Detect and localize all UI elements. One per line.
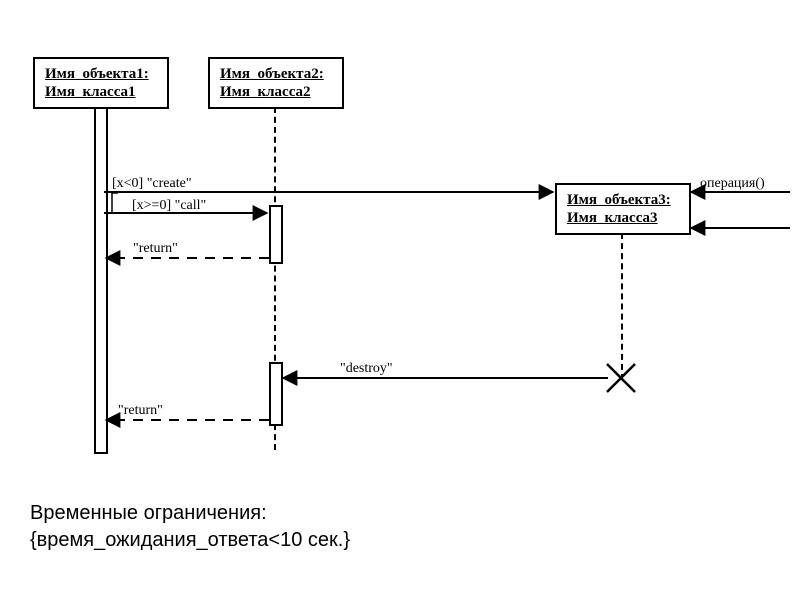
msg-return2-label: "return" bbox=[118, 403, 163, 419]
object-box-2: Имя_объекта2: Имя_класса2 bbox=[208, 57, 344, 109]
activation-obj2-a bbox=[269, 205, 283, 264]
object3-name: Имя_объекта3: bbox=[567, 192, 671, 208]
caption-line2: {время_ожидания_ответа<10 сек.} bbox=[30, 529, 350, 551]
object1-name: Имя_объекта1: bbox=[45, 66, 149, 82]
msg-call-label: [x>=0] "call" bbox=[132, 198, 206, 214]
activation-obj1 bbox=[94, 107, 108, 454]
object1-class: Имя_класса1 bbox=[45, 84, 136, 100]
object2-class: Имя_класса2 bbox=[220, 84, 311, 100]
msg-destroy-label: "destroy" bbox=[340, 361, 393, 377]
activation-obj2-b bbox=[269, 362, 283, 426]
object-box-3: Имя_объекта3: Имя_класса3 bbox=[555, 183, 691, 235]
caption-line1: Временные ограничения: bbox=[30, 502, 267, 524]
msg-operation-label: операция() bbox=[700, 176, 765, 192]
caption: Временные ограничения: {время_ожидания_о… bbox=[30, 500, 350, 554]
msg-return1-label: "return" bbox=[133, 241, 178, 257]
sequence-diagram: Имя_объекта1: Имя_класса1 Имя_объекта2: … bbox=[0, 0, 800, 600]
object2-name: Имя_объекта2: bbox=[220, 66, 324, 82]
object3-class: Имя_класса3 bbox=[567, 210, 658, 226]
msg-create-label: [x<0] "create" bbox=[112, 176, 192, 192]
lifeline-obj3 bbox=[621, 233, 623, 380]
object-box-1: Имя_объекта1: Имя_класса1 bbox=[33, 57, 169, 109]
